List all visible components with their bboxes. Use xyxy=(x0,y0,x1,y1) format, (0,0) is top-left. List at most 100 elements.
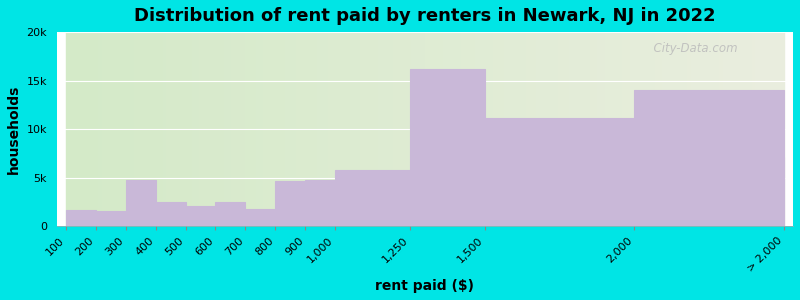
Bar xyxy=(702,32,705,226)
Bar xyxy=(73,32,77,226)
Bar xyxy=(630,32,634,226)
Bar xyxy=(676,32,680,226)
Bar xyxy=(267,32,270,226)
Bar xyxy=(116,32,120,226)
Bar xyxy=(94,32,98,226)
Bar xyxy=(177,32,181,226)
Bar xyxy=(162,32,166,226)
Bar xyxy=(206,32,210,226)
Bar xyxy=(594,32,598,226)
Bar xyxy=(475,32,479,226)
Bar xyxy=(615,32,619,226)
Bar xyxy=(389,32,393,226)
Bar xyxy=(378,32,382,226)
Bar xyxy=(213,32,217,226)
Bar xyxy=(590,32,594,226)
Bar xyxy=(98,32,102,226)
Bar xyxy=(357,32,360,226)
Bar xyxy=(278,32,282,226)
Bar xyxy=(719,32,723,226)
Bar xyxy=(227,32,231,226)
Bar xyxy=(612,32,615,226)
Bar xyxy=(66,209,96,226)
Bar xyxy=(289,32,292,226)
Bar xyxy=(479,32,482,226)
Bar xyxy=(410,32,414,226)
Bar xyxy=(238,32,242,226)
Bar xyxy=(526,32,529,226)
Bar xyxy=(709,32,712,226)
Bar xyxy=(583,32,586,226)
Bar xyxy=(626,32,630,226)
Bar xyxy=(181,32,184,226)
Bar xyxy=(605,32,608,226)
Bar xyxy=(306,32,310,226)
Bar xyxy=(641,32,644,226)
Bar xyxy=(342,32,346,226)
Bar xyxy=(543,32,547,226)
Bar xyxy=(231,32,234,226)
Bar xyxy=(198,32,202,226)
Bar xyxy=(716,32,719,226)
Bar xyxy=(414,32,418,226)
Bar xyxy=(485,118,634,226)
Bar xyxy=(651,32,654,226)
Bar xyxy=(324,32,328,226)
Bar xyxy=(249,32,253,226)
Bar xyxy=(586,32,590,226)
Bar xyxy=(335,170,410,226)
Bar xyxy=(666,32,669,226)
Bar xyxy=(558,32,562,226)
Bar xyxy=(490,32,493,226)
Bar xyxy=(126,180,156,226)
Bar xyxy=(683,32,687,226)
Bar xyxy=(687,32,690,226)
Bar xyxy=(465,32,468,226)
Bar xyxy=(536,32,540,226)
Bar xyxy=(540,32,543,226)
Bar xyxy=(565,32,569,226)
Bar xyxy=(152,32,156,226)
Bar xyxy=(224,32,227,226)
Bar xyxy=(275,182,306,226)
Bar xyxy=(547,32,550,226)
Bar xyxy=(386,32,389,226)
Bar xyxy=(774,32,777,226)
Bar xyxy=(694,32,698,226)
Bar xyxy=(170,32,174,226)
Bar xyxy=(102,32,106,226)
Bar xyxy=(142,32,145,226)
Bar xyxy=(572,32,576,226)
Bar xyxy=(364,32,367,226)
Bar xyxy=(350,32,353,226)
Bar xyxy=(70,32,73,226)
Bar xyxy=(127,32,130,226)
Bar xyxy=(486,32,490,226)
Bar xyxy=(418,32,422,226)
Bar xyxy=(80,32,84,226)
Bar xyxy=(120,32,123,226)
Bar xyxy=(637,32,641,226)
Bar xyxy=(529,32,533,226)
Bar xyxy=(109,32,113,226)
Bar xyxy=(296,32,299,226)
Bar xyxy=(274,32,278,226)
Bar xyxy=(393,32,396,226)
Bar xyxy=(752,32,755,226)
Bar xyxy=(202,32,206,226)
Bar xyxy=(188,32,191,226)
Bar xyxy=(770,32,774,226)
Bar xyxy=(328,32,331,226)
Bar xyxy=(253,32,256,226)
Bar xyxy=(726,32,730,226)
Bar xyxy=(450,32,454,226)
Bar xyxy=(634,32,637,226)
Bar xyxy=(156,202,186,226)
Bar xyxy=(698,32,702,226)
Bar xyxy=(634,90,784,226)
Bar xyxy=(263,32,267,226)
Bar xyxy=(518,32,522,226)
Bar xyxy=(310,32,314,226)
Bar xyxy=(598,32,601,226)
Bar xyxy=(730,32,734,226)
